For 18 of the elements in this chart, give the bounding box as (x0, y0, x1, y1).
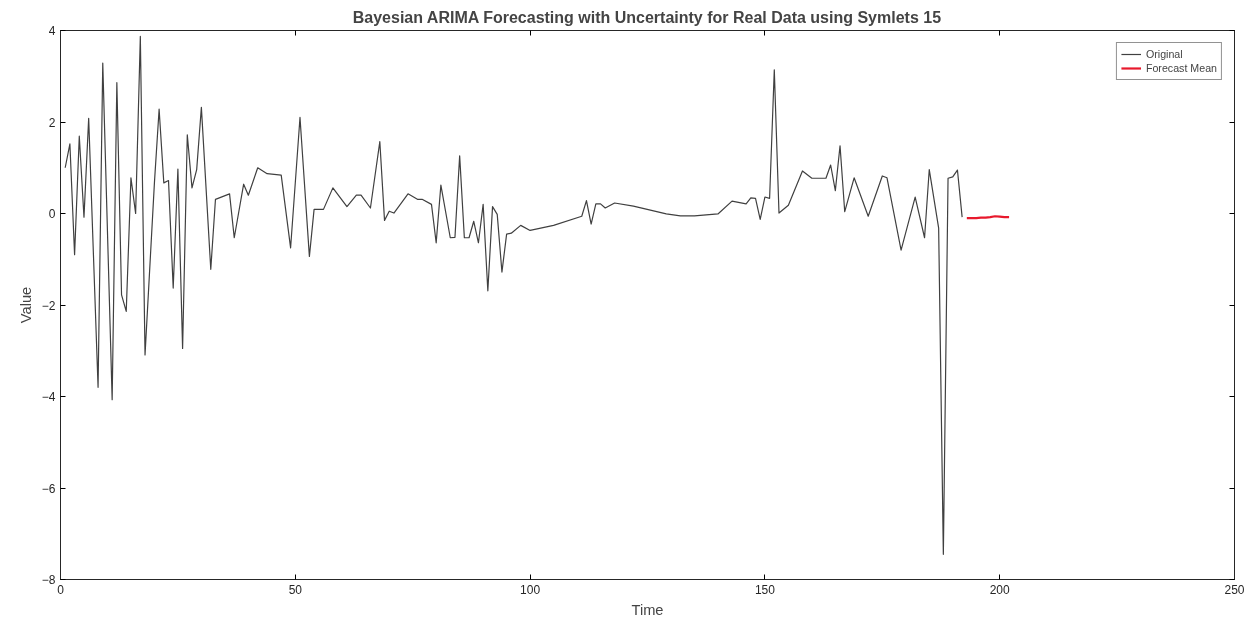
x-tick-label: 150 (754, 582, 776, 597)
y-tick-label: 0 (48, 207, 56, 221)
y-tick-label: −8 (41, 573, 56, 587)
x-tick-label: 200 (989, 582, 1011, 597)
chart-title: Bayesian ARIMA Forecasting with Uncertainty for Real Data using Symlets 15 (352, 8, 942, 26)
legend-label: Original (1145, 47, 1183, 61)
x-tick-label: 50 (288, 582, 303, 597)
line-series (64, 35, 963, 555)
y-tick-label: 4 (48, 24, 56, 38)
y-tick-label: 2 (48, 115, 56, 130)
y-tick-label: −6 (41, 481, 56, 496)
y-axis-title: Value (17, 286, 34, 324)
y-tick-label: −4 (41, 390, 56, 404)
x-tick-label: 100 (520, 582, 541, 597)
y-tick-label: −2 (41, 298, 56, 313)
x-axis-title: Time (631, 601, 664, 618)
x-tick-label: 250 (1224, 582, 1245, 597)
legend-label: Forecast Mean (1145, 61, 1217, 75)
